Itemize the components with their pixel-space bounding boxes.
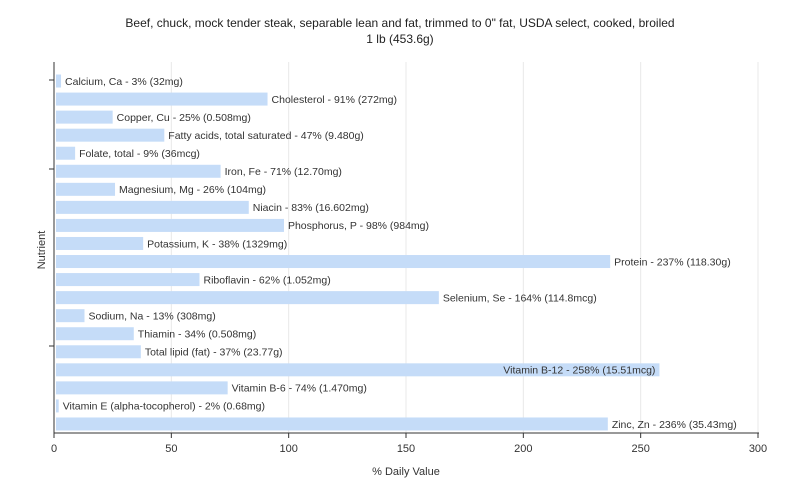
bar [56,417,608,431]
bar [56,110,113,124]
bar-label: Total lipid (fat) - 37% (23.77g) [145,347,283,359]
bar-label: Thiamin - 34% (0.508mg) [138,329,256,341]
bar [56,128,165,142]
bar-label: Folate, total - 9% (36mcg) [79,148,200,160]
x-axis-label: % Daily Value [372,466,440,478]
x-tick-label: 200 [514,443,532,455]
bar-label: Sodium, Na - 13% (308mg) [89,310,216,322]
bar-label: Magnesium, Mg - 26% (104mg) [119,184,266,196]
bar-label: Vitamin E (alpha-tocopherol) - 2% (0.68m… [63,401,265,413]
x-tick-label: 150 [397,443,415,455]
bar [56,182,116,196]
bar [56,255,611,269]
bar-label: Selenium, Se - 164% (114.8mcg) [443,292,597,304]
x-tick-label: 50 [165,443,177,455]
bar-label: Vitamin B-6 - 74% (1.470mg) [232,383,367,395]
bar-label: Iron, Fe - 71% (12.70mg) [225,166,342,178]
x-tick-label: 0 [51,443,57,455]
bar-label: Fatty acids, total saturated - 47% (9.48… [168,130,364,142]
bar [56,291,439,305]
y-axis-label: Nutrient [36,230,48,270]
bar-label: Calcium, Ca - 3% (32mg) [65,76,183,88]
bar-label: Potassium, K - 38% (1329mg) [147,238,287,250]
bar [56,309,85,323]
chart-subtitle: 1 lb (453.6g) [366,32,434,46]
bar [56,363,660,377]
bar [56,146,76,160]
bar-label: Niacin - 83% (16.602mg) [253,202,369,214]
bar-label: Cholesterol - 91% (272mg) [272,94,397,106]
bar [56,345,141,359]
bar-label: Protein - 237% (118.30g) [614,256,731,268]
x-tick-label: 250 [631,443,649,455]
bar-label: Riboflavin - 62% (1.052mg) [203,274,330,286]
bar [56,236,144,250]
bar [56,164,221,178]
bar-label: Copper, Cu - 25% (0.508mg) [117,112,251,124]
bar-label: Zinc, Zn - 236% (35.43mg) [612,419,737,431]
bar [56,218,284,232]
bar-label: Vitamin B-12 - 258% (15.51mcg) [503,365,655,377]
bar [56,200,249,214]
x-tick-label: 100 [279,443,297,455]
bar [56,74,62,88]
bar [56,399,59,413]
bar [56,92,268,106]
x-tick-label: 300 [749,443,767,455]
bar-label: Phosphorus, P - 98% (984mg) [288,220,429,232]
bar [56,327,134,341]
chart-title: Beef, chuck, mock tender steak, separabl… [125,16,675,30]
bar [56,381,228,395]
bar [56,273,200,287]
